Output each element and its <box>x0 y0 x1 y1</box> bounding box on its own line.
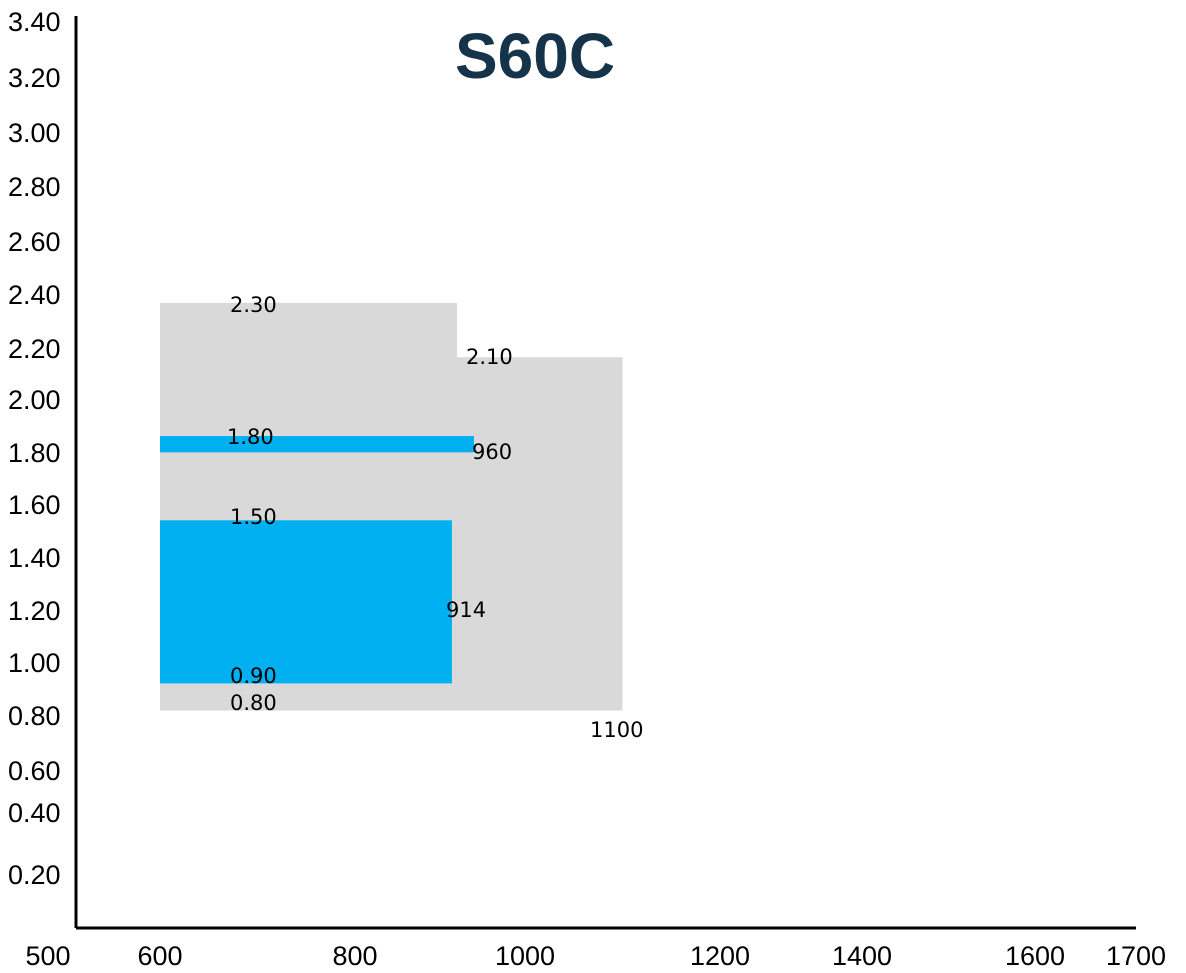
data-label: 1.50 <box>230 505 277 529</box>
data-label: 2.10 <box>466 345 513 369</box>
y-tick-label: 0.20 <box>8 860 61 890</box>
y-tick-label: 0.80 <box>8 701 61 731</box>
x-tick-label: 1400 <box>832 941 892 971</box>
data-label: 2.30 <box>230 293 277 317</box>
data-label: 0.80 <box>230 691 277 715</box>
x-tick-label: 800 <box>332 941 377 971</box>
y-tick-label: 2.00 <box>8 385 61 415</box>
y-tick-label: 3.20 <box>8 63 61 93</box>
y-tick-label: 0.40 <box>8 798 61 828</box>
x-tick-label: 1200 <box>690 941 750 971</box>
y-tick-label: 1.20 <box>8 596 61 626</box>
y-tick-label: 2.20 <box>8 334 61 364</box>
y-tick-label: 3.40 <box>8 7 61 37</box>
axes <box>74 16 1136 930</box>
y-tick-label: 2.60 <box>8 227 61 257</box>
data-label: 960 <box>472 440 512 464</box>
y-tick-label: 3.00 <box>8 118 61 148</box>
y-tick-label: 1.40 <box>8 543 61 573</box>
data-labels: 2.30 2.10 1.80 960 1.50 914 0.90 0.80 1100 <box>227 293 643 742</box>
y-tick-label: 0.60 <box>8 756 61 786</box>
y-tick-label: 2.80 <box>8 172 61 202</box>
data-label: 0.90 <box>230 664 277 688</box>
region-3 <box>160 520 452 684</box>
y-tick-labels: 3.40 3.20 3.00 2.80 2.60 2.40 2.20 2.00 1.80 1.60… <box>8 7 61 890</box>
y-tick-label: 1.00 <box>8 648 61 678</box>
data-label: 1100 <box>590 718 643 742</box>
x-tick-label: 600 <box>137 941 182 971</box>
y-tick-label: 1.80 <box>8 438 61 468</box>
data-label: 1.80 <box>227 425 274 449</box>
x-tick-label: 500 <box>25 941 70 971</box>
region-1 <box>457 357 623 711</box>
x-tick-label: 1600 <box>1005 941 1065 971</box>
y-tick-label: 2.40 <box>8 280 61 310</box>
x-tick-label: 1000 <box>495 941 555 971</box>
regions-layer <box>160 302 623 711</box>
region-2 <box>160 436 474 453</box>
chart-title: S60C <box>455 20 615 92</box>
x-tick-labels: 500 600 800 1000 1200 1400 1600 1700 <box>25 941 1166 971</box>
y-tick-label: 1.60 <box>8 490 61 520</box>
data-label: 914 <box>446 598 486 622</box>
x-tick-label: 1700 <box>1106 941 1166 971</box>
